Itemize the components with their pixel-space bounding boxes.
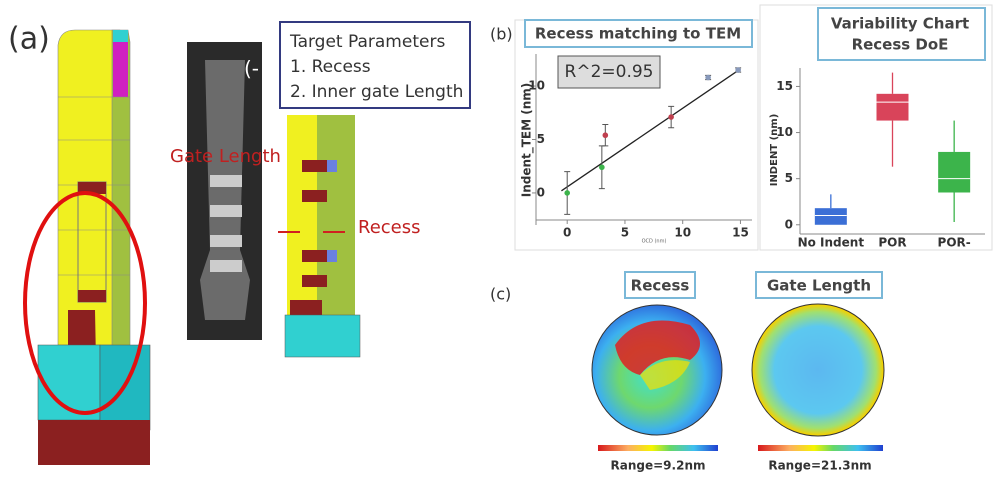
box [815,208,847,225]
target-item: 1. Recess [290,57,371,77]
point [705,75,711,81]
structure-cut [278,115,360,357]
map-title: Recess [631,277,690,295]
structure-3d [25,30,150,465]
y-tick-label: 5 [785,171,793,185]
x-tick-label: 10 [674,226,691,240]
map-title: Gate Length [767,277,871,295]
box [877,94,909,121]
sem-mark: (- [244,57,259,81]
panel-label: (c) [490,285,511,304]
map-range: Range=21.3nm [768,459,871,473]
gate-length-label: Gate Length [170,146,281,167]
panel-label: (a) [8,22,50,57]
point [668,114,674,120]
chart-title: Variability Chart [831,15,969,33]
chart-subtitle: Recess DoE [852,36,949,54]
recess-label: Recess [358,217,421,238]
x-tick-label: No Indent [798,236,865,250]
x-tick-label: POR [878,236,906,250]
y-tick-label: 0 [537,185,545,199]
x-tick-label: 5 [621,226,629,240]
point [599,164,605,170]
target-item: 2. Inner gate Length [290,82,463,102]
wafer-map [752,304,884,436]
x-tick-label: 0 [563,226,571,240]
point [603,132,609,138]
y-tick-label: 0 [785,217,793,231]
point [735,67,741,73]
panel-label: (b) [490,25,513,44]
y-tick-label: 10 [528,79,545,93]
box [938,152,970,193]
x-axis-label: OCD (nm) [642,239,667,245]
x-tick-label: POR- [938,236,971,250]
point [564,190,570,196]
x-tick-label: 15 [732,226,749,240]
y-tick-label: 10 [776,125,793,139]
y-tick-label: 5 [537,132,545,146]
figure: (a) (- Gate Length Target Parameters 1. … [0,0,997,486]
annotation: R^2=0.95 [565,62,654,82]
y-tick-label: 15 [776,79,793,93]
map-range: Range=9.2nm [611,459,706,473]
chart-title: Recess matching to TEM [535,25,741,43]
target-title: Target Parameters [289,32,445,52]
